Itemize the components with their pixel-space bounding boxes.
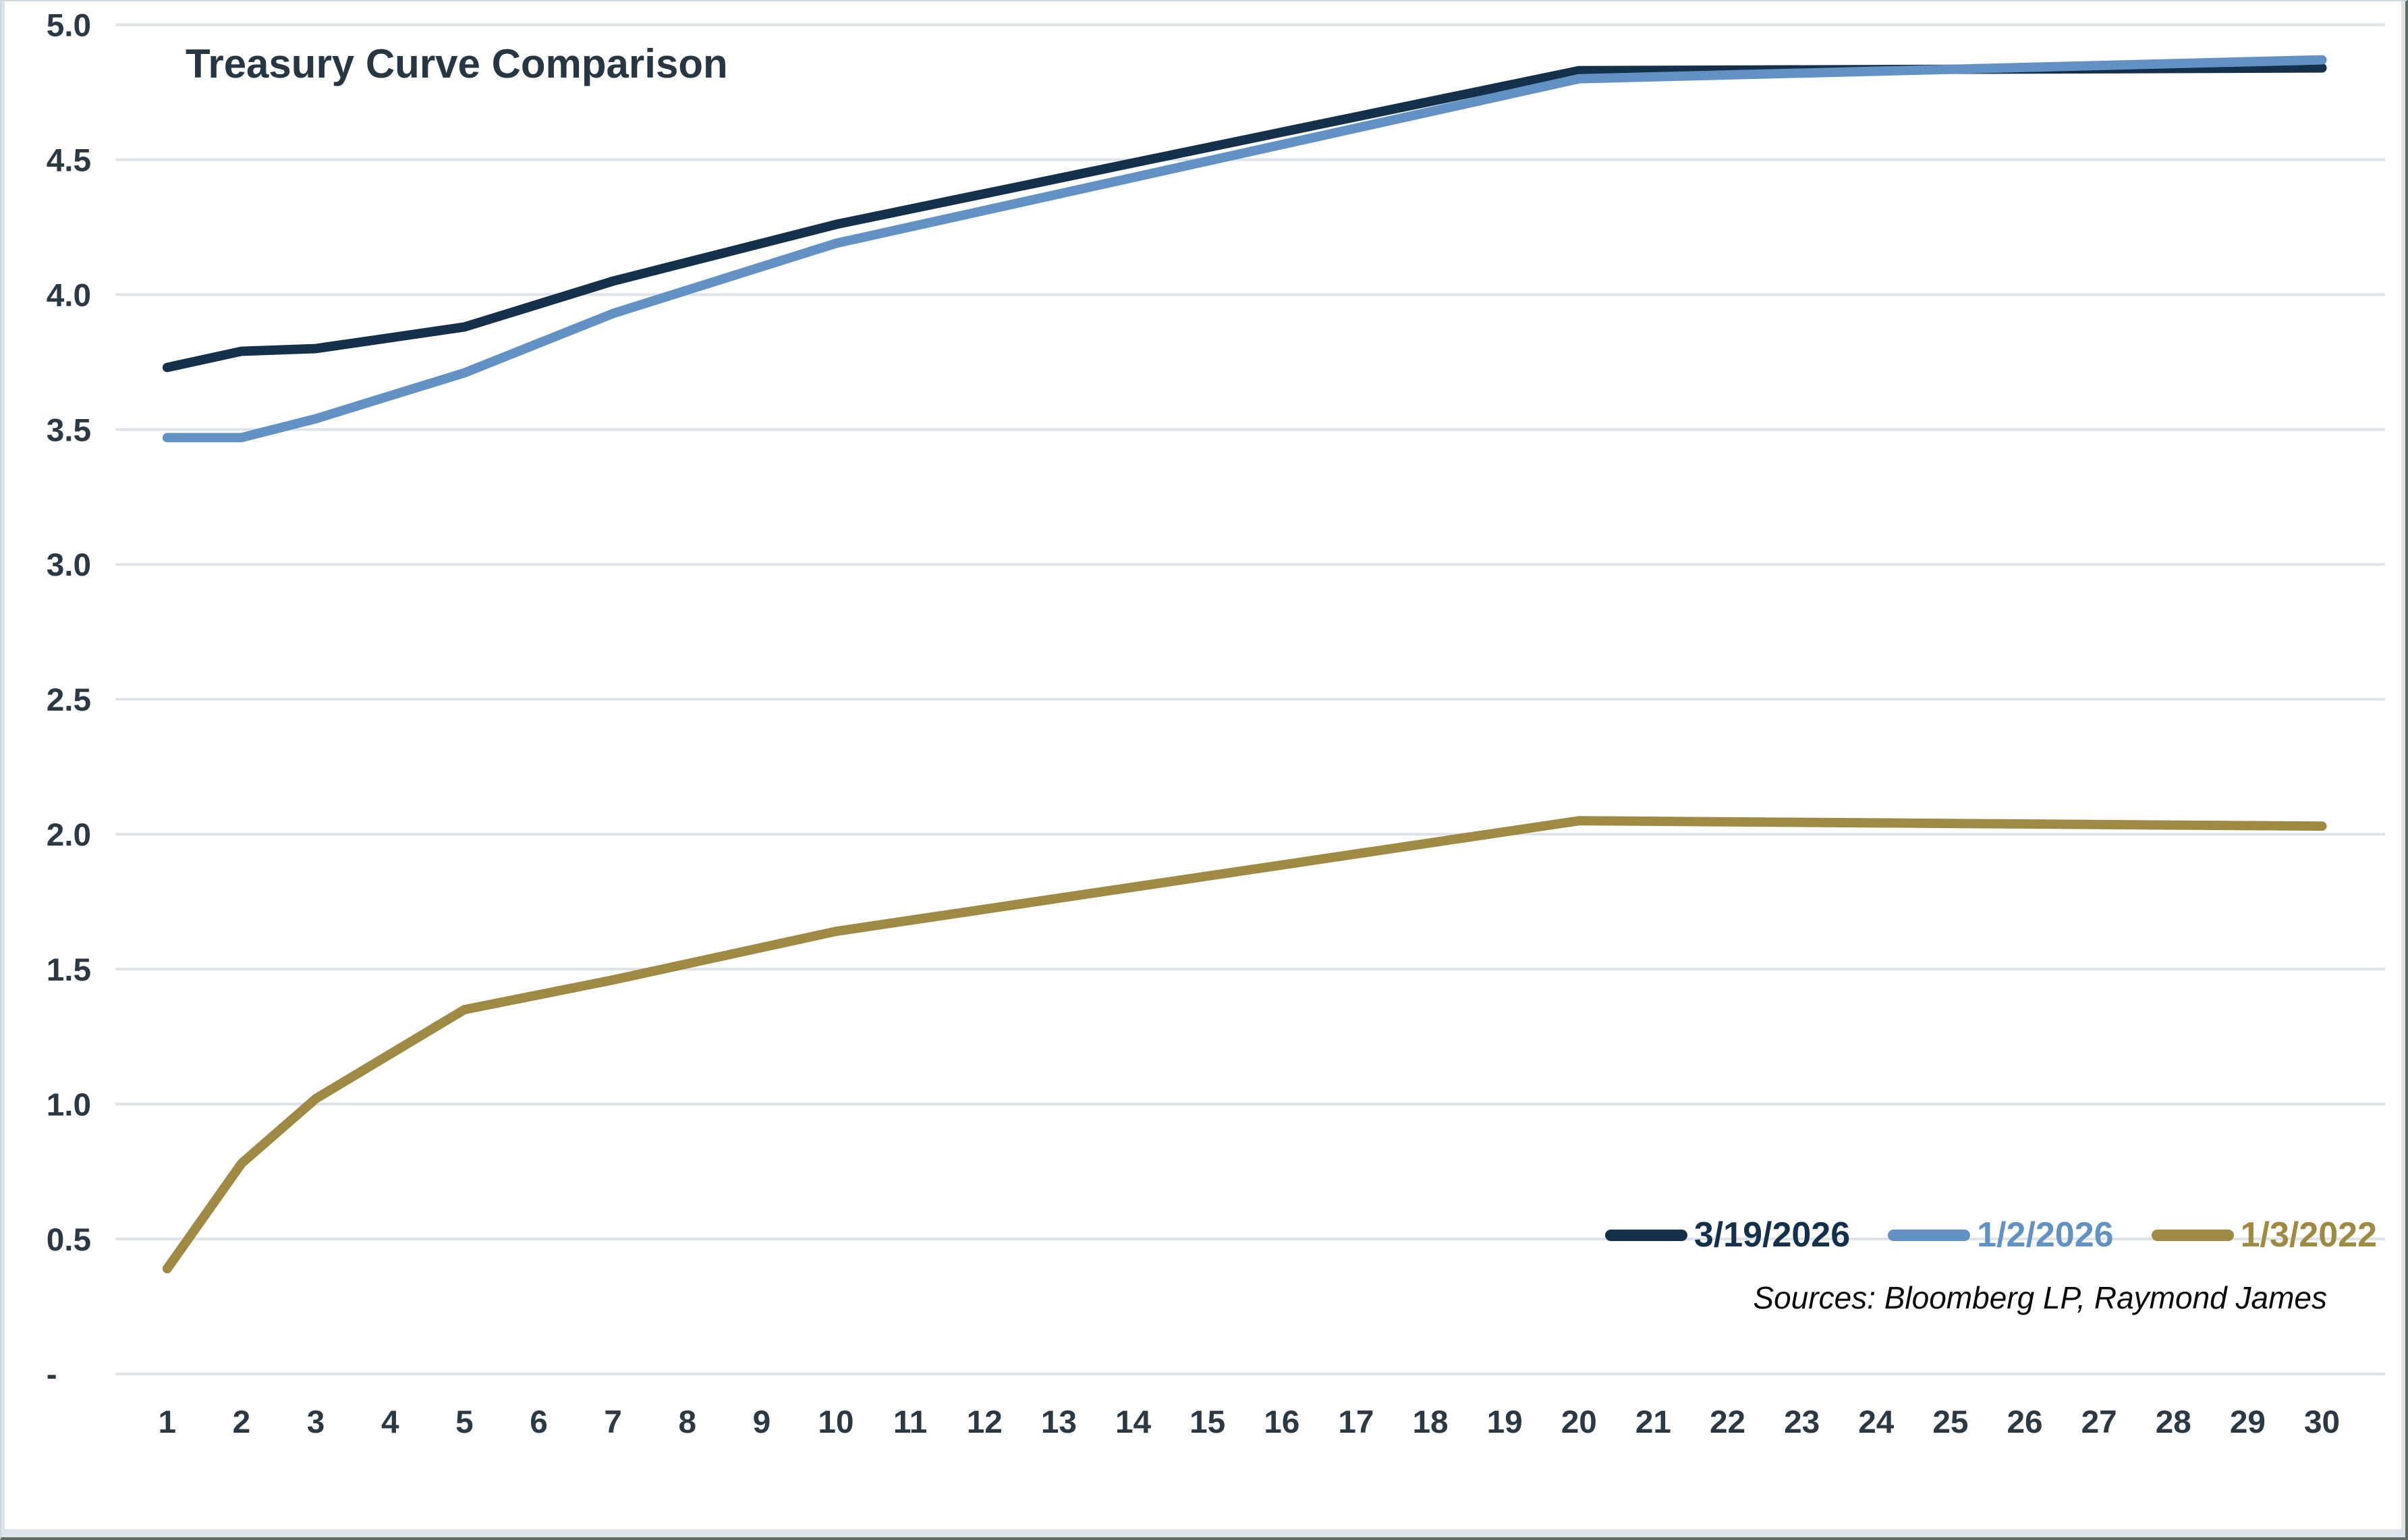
legend-label-1-2-2026: 1/2/2026 — [1977, 1215, 2114, 1255]
x-axis-tick-label: 18 — [1412, 1404, 1448, 1440]
x-axis-tick-label: 14 — [1115, 1404, 1152, 1440]
x-axis-tick-label: 27 — [2081, 1404, 2117, 1440]
series-line-1-2-2026 — [162, 55, 2327, 443]
y-axis-tick-label: 3.0 — [47, 547, 91, 583]
x-axis-tick-label: 21 — [1635, 1404, 1671, 1440]
x-axis-tick-label: 19 — [1487, 1404, 1523, 1440]
legend-marker-1-2-2026-icon — [1888, 1229, 1971, 1241]
x-axis-tick-label: 13 — [1041, 1404, 1077, 1440]
x-axis-tick-label: 9 — [753, 1404, 771, 1440]
legend-label-3-19-2026: 3/19/2026 — [1693, 1215, 1851, 1255]
x-axis-tick-label: 16 — [1264, 1404, 1299, 1440]
x-axis-tick-label: 6 — [530, 1404, 548, 1440]
y-axis-tick-label: 1.5 — [47, 952, 91, 988]
sources-note: Sources: Bloomberg LP, Raymond James — [1753, 1280, 2327, 1315]
x-axis-tick-label: 17 — [1338, 1404, 1374, 1440]
y-axis-tick-label: 3.5 — [47, 412, 91, 448]
y-axis-tick-label: 4.0 — [47, 277, 91, 313]
legend-marker-1-3-2022-icon — [2151, 1229, 2234, 1241]
legend-item-3-19-2026: 3/19/2026 — [1604, 1215, 1851, 1255]
x-axis-tick-label: 22 — [1710, 1404, 1745, 1440]
x-axis-tick-label: 11 — [893, 1404, 928, 1440]
y-axis-tick-label: 0.5 — [47, 1222, 91, 1258]
x-axis-tick-label: 7 — [604, 1404, 622, 1440]
x-axis-tick-label: 23 — [1784, 1404, 1820, 1440]
x-axis-tick-label: 26 — [2007, 1404, 2042, 1440]
x-axis-tick-label: 30 — [2304, 1404, 2340, 1440]
x-axis-tick-label: 8 — [678, 1404, 696, 1440]
chart-title: Treasury Curve Comparison — [186, 41, 728, 86]
x-axis-tick-label: 2 — [233, 1404, 251, 1440]
legend-label-1-3-2022: 1/3/2022 — [2240, 1215, 2377, 1255]
x-axis-tick-label: 12 — [967, 1404, 1003, 1440]
legend-item-1-2-2026: 1/2/2026 — [1888, 1215, 2114, 1255]
x-axis-tick-label: 5 — [455, 1404, 474, 1440]
legend-marker-3-19-2026-icon — [1604, 1229, 1687, 1241]
x-axis-tick-label: 4 — [381, 1404, 399, 1440]
y-axis-tick-label: 2.5 — [47, 682, 91, 718]
x-axis-tick-label: 10 — [818, 1404, 853, 1440]
y-axis-tick-label: 2.0 — [47, 817, 91, 853]
y-axis-tick-label: 1.0 — [47, 1087, 91, 1123]
y-axis-tick-label: 5.0 — [47, 8, 91, 44]
series-line-1-3-2022 — [162, 816, 2327, 1273]
treasury-curve-plot: 5.04.54.03.53.02.52.01.51.00.5-1 2 3 4 5 6 7 8 9… — [47, 8, 2386, 1440]
x-axis-tick-label: 24 — [1858, 1404, 1895, 1440]
x-axis-tick-label: 1 — [159, 1404, 177, 1440]
legend-item-1-3-2022: 1/3/2022 — [2151, 1215, 2377, 1255]
x-axis-tick-label: 28 — [2156, 1404, 2191, 1440]
x-axis-tick-label: 15 — [1189, 1404, 1225, 1440]
x-axis-tick-label: 20 — [1561, 1404, 1597, 1440]
x-axis-tick-label: 3 — [307, 1404, 325, 1440]
y-axis-tick-label: 4.5 — [47, 143, 91, 179]
series-line-3-19-2026 — [162, 63, 2327, 373]
y-axis-tick-label: - — [47, 1357, 57, 1393]
x-axis-tick-label: 29 — [2230, 1404, 2266, 1440]
legend: 3/19/2026 1/2/2026 1/3/2022 — [1604, 1215, 2377, 1255]
x-axis-tick-label: 25 — [1932, 1404, 1968, 1440]
